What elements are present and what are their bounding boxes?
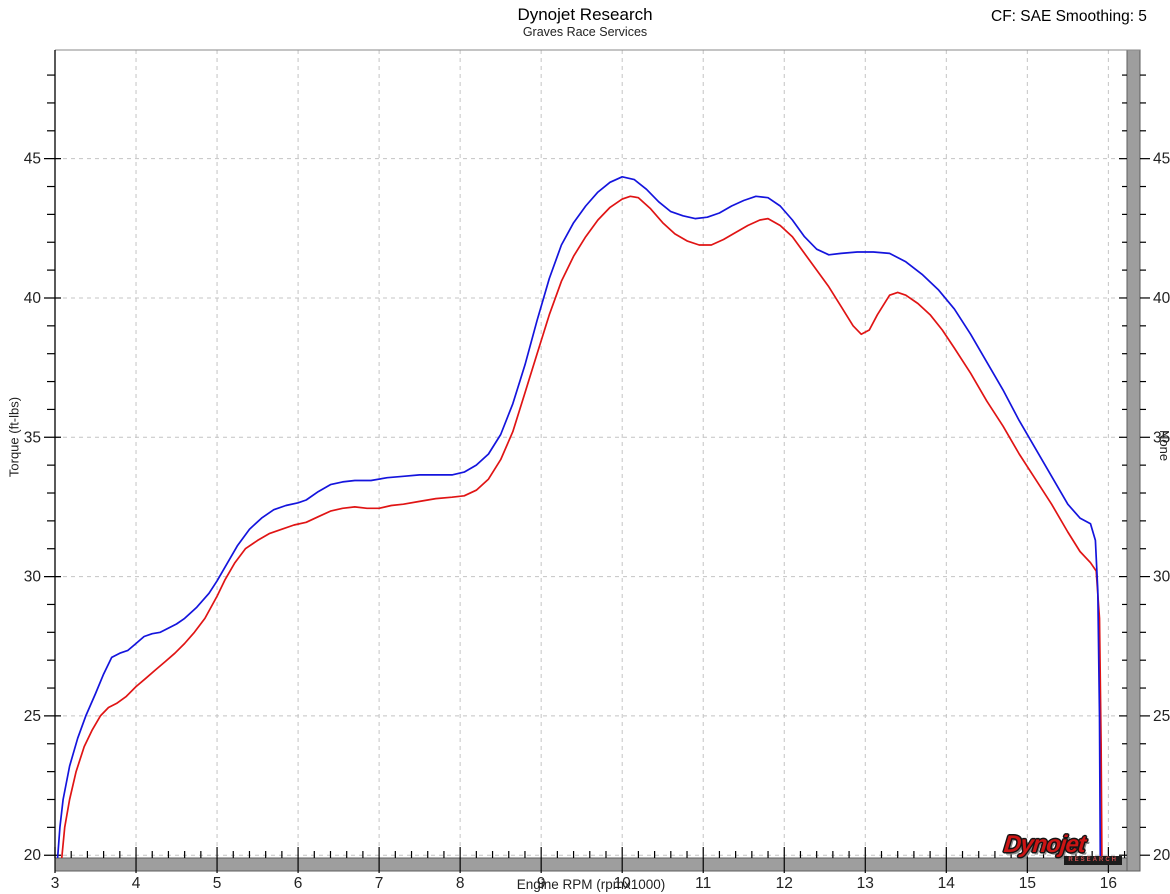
dynojet-logo: Dynojet RESEARCH (1002, 831, 1128, 865)
x-tick-label: 9 (537, 875, 546, 892)
chart-header: Dynojet Research Graves Race Services (0, 5, 1170, 39)
x-tick-label: 3 (51, 875, 60, 892)
y-tick-label-left: 20 (24, 847, 42, 864)
axis-ticks (44, 74, 1150, 873)
y-tick-label-right: 20 (1153, 847, 1170, 864)
axis-bars (54, 49, 1141, 872)
chart-subtitle: Graves Race Services (522, 24, 648, 39)
x-axis-label: Engine RPM (rpmx1000) (516, 877, 666, 892)
x-tick-label: 11 (695, 875, 711, 892)
dynojet-logo-subtext: RESEARCH (1064, 856, 1122, 865)
y-tick-label-right: 25 (1153, 708, 1170, 725)
correction-smoothing-label: CF: SAE Smoothing: 5 (991, 8, 1147, 25)
y-tick-label-left: 30 (24, 569, 42, 586)
x-tick-label: 7 (375, 875, 384, 892)
x-tick-label: 10 (614, 875, 632, 892)
x-tick-label: 16 (1100, 875, 1117, 892)
x-tick-label: 5 (213, 875, 222, 892)
y-tick-label-right: 35 (1153, 429, 1170, 446)
y-tick-label-right: 30 (1153, 569, 1170, 586)
y-tick-label-left: 40 (24, 290, 42, 307)
torque-run-red (60, 195, 1103, 858)
torque-run-blue (56, 175, 1102, 858)
x-tick-label: 14 (938, 875, 956, 892)
x-tick-label: 4 (132, 875, 141, 892)
y-axis-label-right: None (1157, 430, 1170, 462)
y-tick-label-left: 25 (24, 708, 41, 725)
x-tick-label: 8 (456, 875, 465, 892)
x-tick-label: 13 (857, 875, 874, 892)
y-axis-label-left: Torque (ft-lbs) (6, 396, 22, 478)
y-tick-label-right: 45 (1153, 151, 1170, 168)
y-tick-label-left: 35 (24, 429, 41, 446)
chart-title: Dynojet Research (517, 5, 653, 24)
y-tick-label-left: 45 (24, 151, 41, 168)
y-tick-label-right: 40 (1153, 290, 1170, 307)
x-tick-label: 6 (294, 875, 303, 892)
gridlines (55, 50, 1127, 856)
x-tick-label: 12 (776, 875, 793, 892)
dynojet-logo-wordmark: Dynojet (1002, 831, 1087, 858)
x-tick-label: 15 (1019, 875, 1036, 892)
